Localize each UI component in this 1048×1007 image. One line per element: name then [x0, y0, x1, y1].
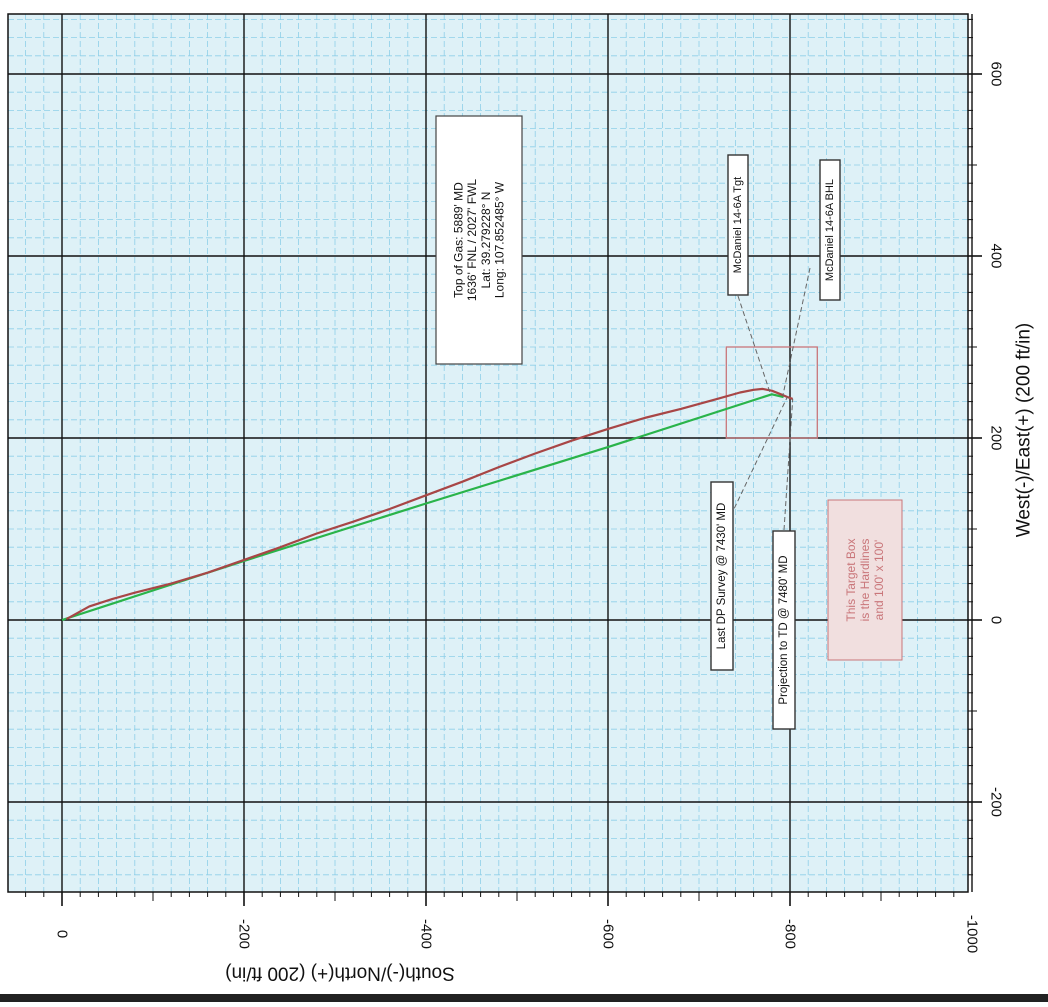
- plot-frame: [7, 13, 969, 893]
- top-of-gas-text: Long: 107.852485° W: [493, 181, 507, 298]
- projection-text: Projection to TD @ 7480' MD: [778, 555, 790, 704]
- x-tick-label: -600: [600, 919, 617, 949]
- top-of-gas-box: [435, 115, 523, 365]
- last-dp-box: [710, 481, 734, 671]
- target-note-text: and 100' x 100': [872, 540, 886, 621]
- top-of-gas-text: Top of Gas: 5889' MD: [451, 182, 465, 298]
- y-tick-label: 600: [988, 61, 1005, 86]
- bhl-box: [819, 159, 841, 301]
- x-tick-label: -1000: [964, 915, 981, 953]
- projection-box: [772, 530, 796, 730]
- last-dp-annotation: Last DP Survey @ 7430' MD: [710, 481, 734, 671]
- bhl-annotation: McDaniel 14-6A BHL: [819, 159, 841, 301]
- target-note-box: [827, 499, 903, 661]
- x-tick-label: -200: [236, 919, 253, 949]
- top-of-gas-annotation: Top of Gas: 5889' MD 1636' FNL / 2027' FW…: [435, 115, 523, 365]
- x-tick-label: -400: [418, 919, 435, 949]
- target-note-text: This Target Box: [844, 538, 858, 621]
- y-tick-label: 200: [988, 425, 1005, 450]
- target-box: [725, 346, 818, 439]
- bhl-text: McDaniel 14-6A BHL: [824, 179, 836, 281]
- x-axis-title: South(-)/North(+) (200 ft/in): [225, 963, 455, 984]
- bottom-border-bar: [0, 994, 1048, 1002]
- y-tick-label: 0: [988, 616, 1005, 624]
- x-tick-label: -800: [782, 919, 799, 949]
- projection-annotation: Projection to TD @ 7480' MD: [772, 530, 796, 730]
- y-tick-label: -200: [988, 787, 1005, 817]
- x-tick-labels: 0 -200 -400 -600 -800 -1000: [54, 915, 981, 953]
- top-of-gas-text: 1636' FNL / 2027' FWL: [465, 179, 479, 302]
- y-tick-labels: -200 0 200 400 600: [988, 61, 1005, 817]
- tick-marks: [25, 18, 982, 906]
- bhl-leader: [782, 267, 811, 397]
- last-dp-leader: [723, 396, 788, 531]
- tgt-annotation: McDaniel 14-6A Tgt: [727, 154, 749, 296]
- projection-leader: [783, 398, 794, 531]
- top-of-gas-text: Lat: 39.279228° N: [479, 192, 493, 289]
- actual-line: [65, 387, 794, 621]
- y-axis-title: West(-)/East(+) (200 ft/in): [1014, 323, 1035, 538]
- target-note-text: is the Hardlines: [858, 539, 872, 622]
- target-note-annotation: This Target Box is the Hardlines and 100' …: [827, 499, 903, 661]
- last-dp-text: Last DP Survey @ 7430' MD: [716, 503, 728, 650]
- tgt-leader: [737, 295, 771, 393]
- tgt-box: [727, 154, 749, 296]
- x-tick-label: 0: [54, 930, 71, 938]
- tgt-text: McDaniel 14-6A Tgt: [732, 177, 744, 273]
- y-tick-label: 400: [988, 243, 1005, 268]
